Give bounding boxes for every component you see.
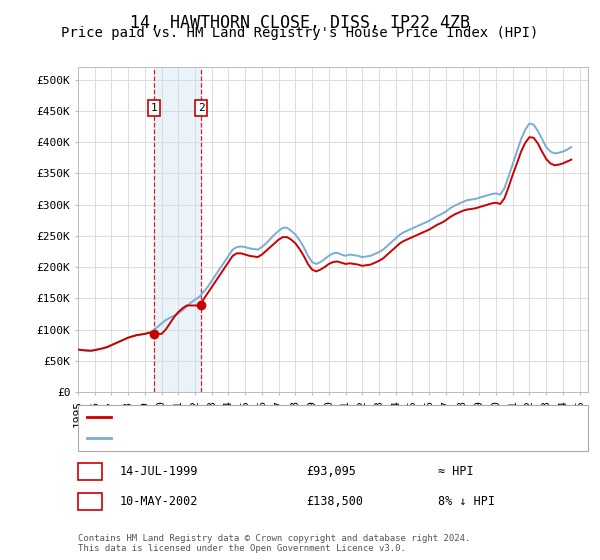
Text: Contains HM Land Registry data © Crown copyright and database right 2024.
This d: Contains HM Land Registry data © Crown c… bbox=[78, 534, 470, 553]
Text: 14-JUL-1999: 14-JUL-1999 bbox=[120, 465, 199, 478]
Text: £93,095: £93,095 bbox=[306, 465, 356, 478]
Text: 2: 2 bbox=[197, 103, 205, 113]
Text: 1: 1 bbox=[151, 103, 157, 113]
Text: 1: 1 bbox=[86, 465, 94, 478]
Bar bbox=[154, 67, 201, 392]
Text: 14, HAWTHORN CLOSE, DISS, IP22 4ZB: 14, HAWTHORN CLOSE, DISS, IP22 4ZB bbox=[130, 14, 470, 32]
Text: HPI: Average price, detached house, South Norfolk: HPI: Average price, detached house, Sout… bbox=[117, 433, 448, 444]
Text: ≈ HPI: ≈ HPI bbox=[438, 465, 473, 478]
Text: 8% ↓ HPI: 8% ↓ HPI bbox=[438, 494, 495, 508]
Text: £138,500: £138,500 bbox=[306, 494, 363, 508]
Text: 14, HAWTHORN CLOSE, DISS, IP22 4ZB (detached house): 14, HAWTHORN CLOSE, DISS, IP22 4ZB (deta… bbox=[117, 412, 461, 422]
Text: Price paid vs. HM Land Registry's House Price Index (HPI): Price paid vs. HM Land Registry's House … bbox=[61, 26, 539, 40]
Text: 10-MAY-2002: 10-MAY-2002 bbox=[120, 494, 199, 508]
Text: 2: 2 bbox=[86, 494, 94, 508]
